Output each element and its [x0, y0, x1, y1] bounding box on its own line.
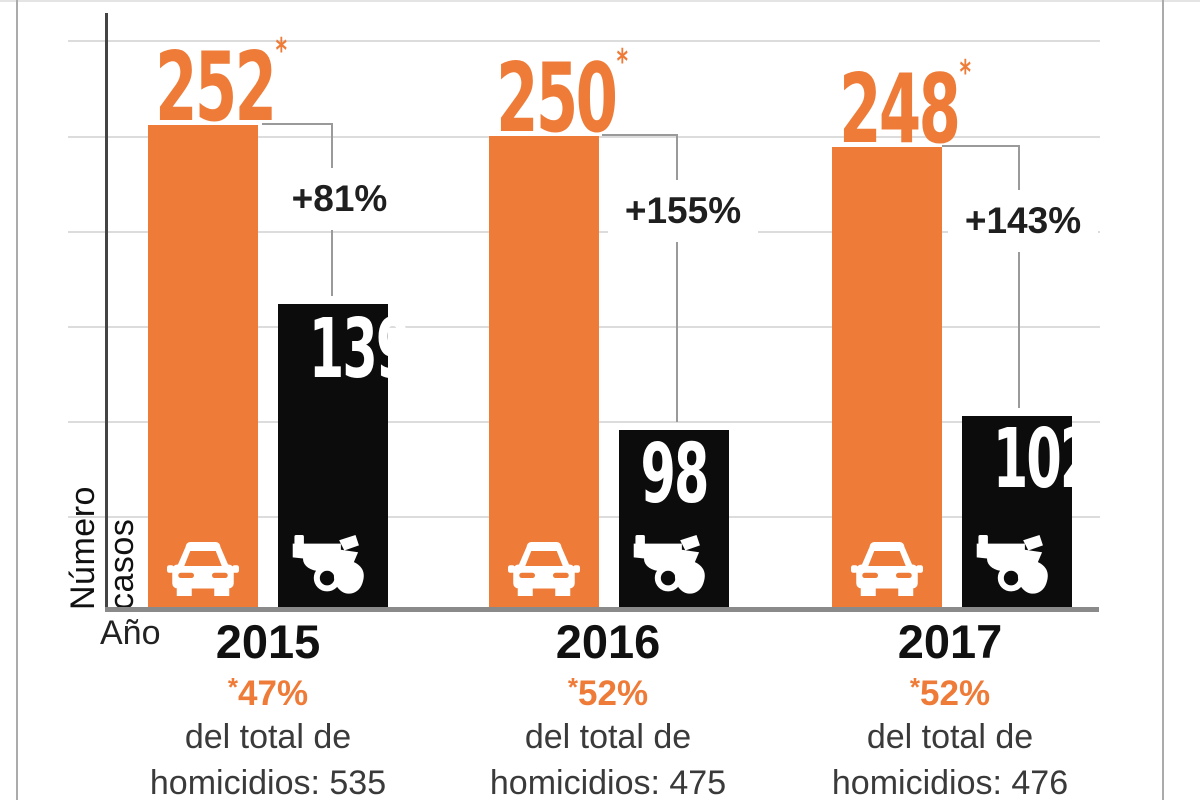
- pct-change-label-2016: +155%: [608, 180, 758, 242]
- year-label: 2015: [215, 615, 321, 668]
- share-label: *52%: [567, 672, 649, 713]
- bar-value-car-2017: 248*: [839, 53, 971, 165]
- share-label: *52%: [909, 672, 991, 713]
- bar-gun-2017: [962, 416, 1072, 607]
- share-label: *47%: [227, 672, 309, 713]
- footnote-line-2: homicidios: 535: [149, 764, 387, 800]
- revolver-icon: [632, 533, 718, 599]
- pct-change-label-2017: +143%: [948, 190, 1098, 252]
- car-icon: [851, 540, 923, 598]
- frame-border-left: [16, 0, 18, 800]
- connector-vertical-2017: [1018, 145, 1020, 408]
- x-axis-label: Año: [100, 614, 161, 652]
- bar-value-gun-2016: 98: [640, 427, 709, 522]
- bar-car-2017: [832, 147, 942, 607]
- y-axis-label: Número casos: [64, 486, 141, 610]
- x-axis-line: [105, 607, 1099, 612]
- footnote-line-1: del total de: [866, 718, 1034, 756]
- bar-value-car-2016: 250*: [496, 42, 628, 154]
- footnote-line-1: del total de: [524, 718, 692, 756]
- footnote-line-1: del total de: [184, 718, 352, 756]
- frame-border-top: [0, 0, 1200, 2]
- bar-value-car-2015: 252*: [155, 31, 287, 143]
- pct-change-label-2015: +81%: [272, 168, 407, 230]
- asterisk: *: [227, 672, 239, 702]
- bar-value-gun-2017: 102: [992, 412, 1095, 507]
- car-icon: [167, 540, 239, 598]
- bar-gun-2016: [619, 430, 729, 607]
- connector-horizontal-2016: [602, 134, 678, 136]
- group-annotation-2017: 2017 *52% del total de homicidios: 476: [790, 618, 1110, 800]
- asterisk: *: [959, 53, 971, 93]
- asterisk: *: [275, 31, 287, 71]
- revolver-icon: [975, 533, 1061, 599]
- revolver-icon: [291, 533, 377, 599]
- group-annotation-2015: 2015 *47% del total de homicidios: 535: [108, 618, 428, 800]
- group-annotation-2016: 2016 *52% del total de homicidios: 475: [448, 618, 768, 800]
- connector-horizontal-2017: [942, 145, 1020, 147]
- year-label: 2016: [555, 615, 661, 668]
- gridline: [68, 40, 1100, 42]
- year-label: 2017: [897, 615, 1003, 668]
- bar-car-2015: [148, 125, 258, 607]
- connector-vertical-2016: [676, 134, 678, 422]
- frame-border-right: [1162, 0, 1164, 800]
- connector-horizontal-2015: [262, 123, 333, 125]
- footnote-line-2: homicidios: 476: [831, 764, 1069, 800]
- bar-value-gun-2015: 139: [308, 302, 411, 397]
- bar-car-2016: [489, 136, 599, 607]
- car-icon: [508, 540, 580, 598]
- asterisk: *: [616, 42, 628, 82]
- y-axis-line: [105, 13, 108, 612]
- footnote-line-2: homicidios: 475: [489, 764, 727, 800]
- asterisk: *: [567, 672, 579, 702]
- asterisk: *: [909, 672, 921, 702]
